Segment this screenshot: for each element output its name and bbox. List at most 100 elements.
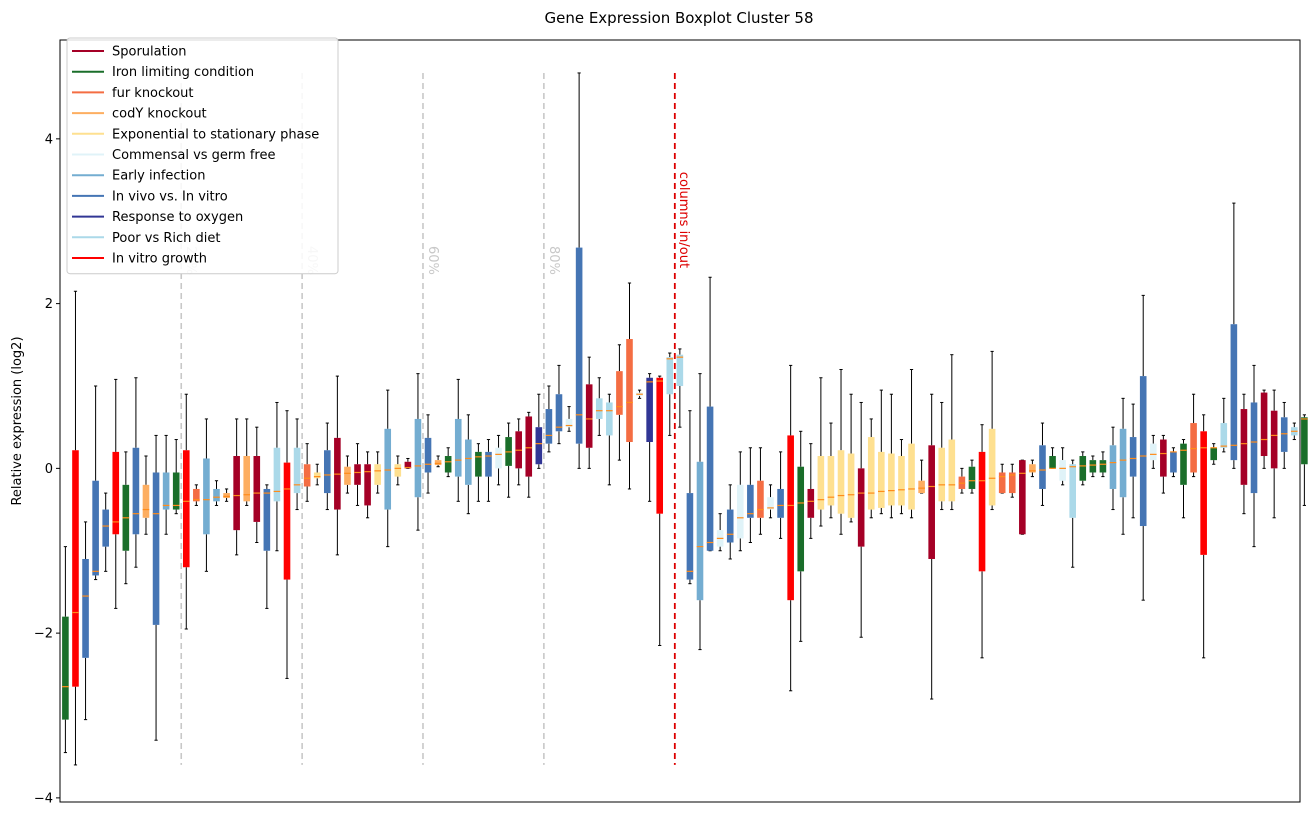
- y-axis-ticks: −4−2024: [34, 132, 60, 806]
- box-body: [979, 452, 986, 571]
- box: [1210, 444, 1217, 465]
- box-body: [1140, 376, 1147, 526]
- box-body: [747, 485, 754, 518]
- box: [435, 456, 442, 467]
- box-body: [687, 493, 694, 579]
- box: [445, 448, 452, 477]
- box: [274, 402, 281, 550]
- box-body: [1281, 417, 1288, 452]
- box-body: [92, 481, 99, 576]
- box-body: [1261, 393, 1268, 456]
- legend-label: Sporulation: [112, 45, 187, 60]
- box-body: [757, 481, 764, 518]
- legend: Sporulation Iron limiting condition fur kn…: [67, 38, 338, 274]
- box: [646, 374, 653, 502]
- box-body: [1150, 444, 1157, 460]
- y-tick-label: −2: [34, 627, 53, 642]
- box: [898, 440, 905, 514]
- legend-label: In vivo vs. In vitro: [112, 189, 228, 204]
- box-body: [1049, 456, 1056, 468]
- y-tick-label: 2: [45, 297, 53, 312]
- box-body: [596, 398, 603, 419]
- box: [697, 374, 704, 650]
- box: [233, 419, 240, 555]
- box: [213, 481, 220, 506]
- box-body: [304, 464, 311, 486]
- box: [425, 415, 432, 493]
- legend-label: Commensal vs germ free: [112, 148, 275, 163]
- box-body: [938, 448, 945, 502]
- box: [576, 73, 583, 468]
- box: [203, 419, 210, 571]
- box-body: [646, 378, 653, 442]
- box: [294, 419, 301, 510]
- box: [243, 419, 250, 505]
- box-body: [203, 458, 210, 534]
- box-body: [425, 438, 432, 473]
- y-tick-label: −4: [34, 791, 53, 806]
- box: [284, 411, 291, 679]
- box: [525, 412, 532, 497]
- box-body: [999, 472, 1006, 493]
- box: [848, 394, 855, 522]
- legend-label: Poor vs Rich diet: [112, 231, 220, 246]
- box-body: [1059, 460, 1066, 481]
- box: [314, 464, 321, 485]
- box-body: [294, 448, 301, 493]
- box: [415, 374, 422, 531]
- box-body: [475, 452, 482, 477]
- box: [1180, 440, 1187, 518]
- box-body: [354, 464, 361, 485]
- chart-title: Gene Expression Boxplot Cluster 58: [544, 9, 813, 27]
- box-body: [797, 467, 804, 572]
- box: [1140, 295, 1147, 600]
- box: [1281, 402, 1288, 468]
- box-body: [787, 435, 794, 600]
- box-body: [908, 444, 915, 510]
- box: [515, 419, 522, 485]
- box-body: [82, 559, 89, 658]
- box-body: [1079, 456, 1086, 481]
- box: [1079, 452, 1086, 485]
- box-body: [1069, 464, 1076, 518]
- box: [1039, 423, 1046, 505]
- legend-label: Early infection: [112, 169, 205, 184]
- box: [1301, 415, 1308, 506]
- box-body: [133, 448, 140, 534]
- split-label: columns in/out: [676, 172, 691, 268]
- box-body: [314, 472, 321, 478]
- box-body: [364, 464, 371, 505]
- box-body: [586, 384, 593, 447]
- box: [1100, 452, 1107, 477]
- box: [1160, 435, 1167, 493]
- box: [1029, 460, 1036, 476]
- box: [737, 452, 744, 551]
- box: [455, 379, 462, 501]
- box-body: [153, 472, 160, 624]
- box: [1261, 390, 1268, 468]
- box-body: [1039, 445, 1046, 489]
- box: [878, 390, 885, 514]
- box: [1120, 398, 1127, 534]
- box: [153, 435, 160, 740]
- box: [62, 547, 69, 753]
- box: [1220, 398, 1227, 452]
- box-body: [928, 445, 935, 559]
- box: [777, 452, 784, 538]
- box: [808, 444, 815, 539]
- box: [586, 357, 593, 468]
- box: [1090, 456, 1097, 477]
- box: [1150, 435, 1157, 468]
- box: [304, 444, 311, 502]
- box: [123, 452, 130, 584]
- percentile-label: 60%: [425, 246, 440, 275]
- box: [133, 378, 140, 567]
- box: [1069, 460, 1076, 567]
- box: [999, 464, 1006, 493]
- box: [485, 440, 492, 502]
- box: [223, 489, 230, 501]
- box: [767, 485, 774, 518]
- percentile-label: 80%: [546, 246, 561, 275]
- box: [1190, 394, 1197, 476]
- box-body: [1160, 440, 1167, 477]
